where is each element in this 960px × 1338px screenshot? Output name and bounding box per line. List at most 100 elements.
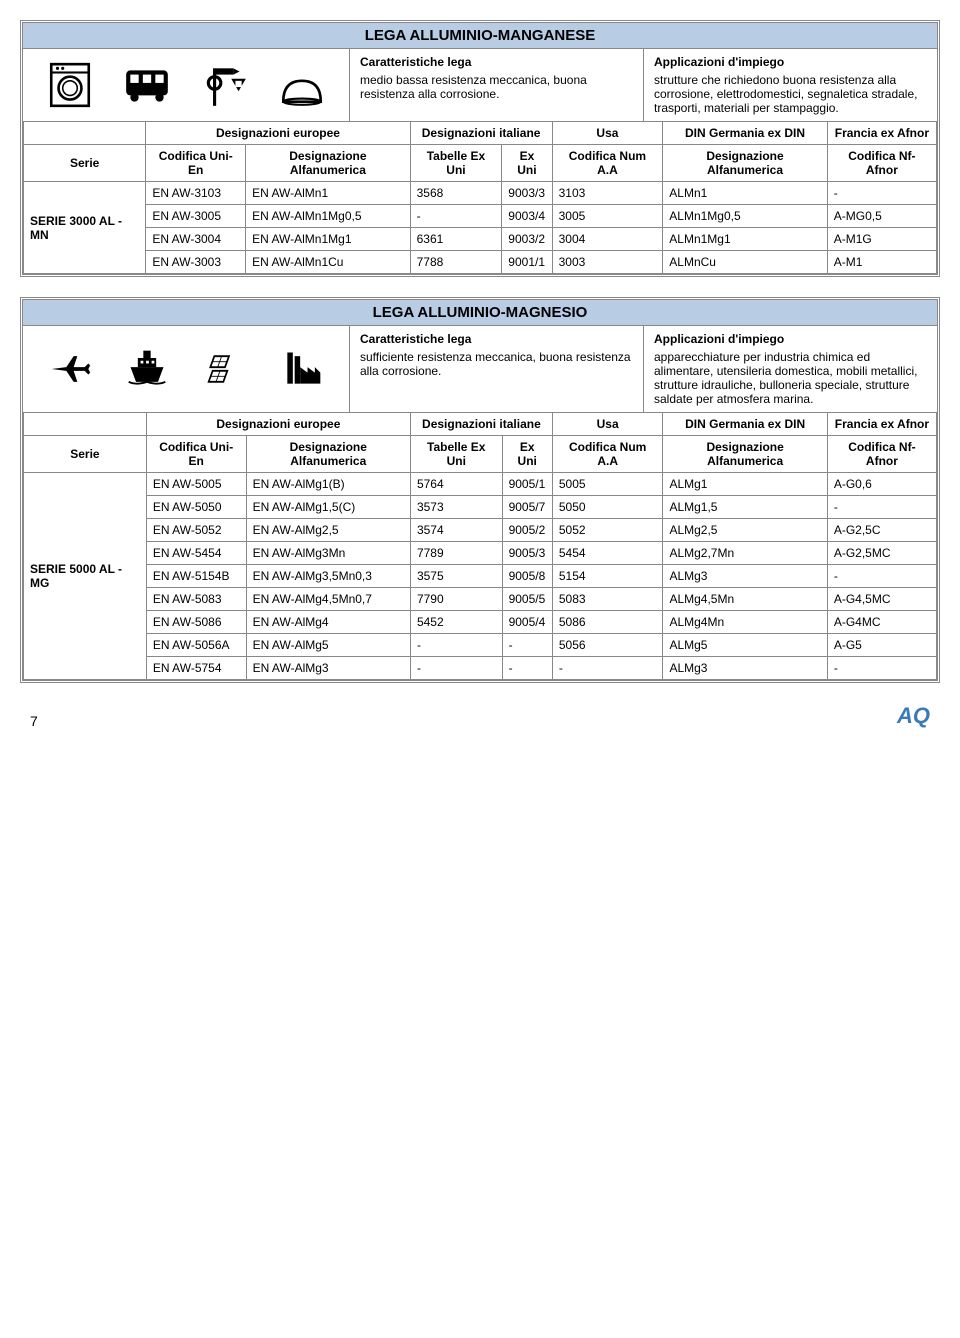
table-cell: ALMg5	[663, 634, 827, 657]
th-tab-exuni: Tabelle Ex Uni	[410, 145, 502, 182]
table-cell: ALMnCu	[663, 251, 828, 274]
table-cell: EN AW-AlMg4,5Mn0,7	[246, 588, 410, 611]
header-row-2: Serie Codifica Uni-En Designazione Alfan…	[24, 436, 937, 473]
table-cell: 5056	[552, 634, 663, 657]
char-head: Caratteristiche lega	[360, 55, 633, 69]
table-cell: EN AW-AlMg3Mn	[246, 542, 410, 565]
table-cell: 5050	[552, 496, 663, 519]
table-cell: -	[552, 657, 663, 680]
table-cell: 9005/8	[502, 565, 552, 588]
table-cell: EN AW-AlMg3,5Mn0,3	[246, 565, 410, 588]
table-cell: 7790	[410, 588, 502, 611]
table-cell: EN AW-AlMg3	[246, 657, 410, 680]
table-cell: EN AW-5154B	[146, 565, 246, 588]
th-cod-nfafnor: Codifica Nf-Afnor	[827, 145, 936, 182]
table-cell: EN AW-3005	[146, 205, 246, 228]
table-cell: EN AW-AlMg2,5	[246, 519, 410, 542]
char-text: sufficiente resistenza meccanica, buona …	[360, 350, 633, 378]
table-cell: EN AW-5056A	[146, 634, 246, 657]
section-al-mn: LEGA ALLUMINIO-MANGANESE Caratteristiche…	[20, 20, 940, 277]
page-footer: 7 AQ	[20, 703, 940, 729]
ship-icon	[125, 347, 169, 391]
table-cell: EN AW-5086	[146, 611, 246, 634]
table-cell: ALMn1Mg1	[663, 228, 828, 251]
section2-applications: Applicazioni d'impiego apparecchiature p…	[644, 326, 937, 412]
table-cell: 5764	[410, 473, 502, 496]
table-cell: ALMg3	[663, 657, 827, 680]
table-cell: ALMg1	[663, 473, 827, 496]
table-cell: 9005/3	[502, 542, 552, 565]
table-cell: EN AW-AlMn1Cu	[246, 251, 411, 274]
table-cell: EN AW-5052	[146, 519, 246, 542]
th-serie: Serie	[24, 145, 146, 182]
table-row: EN AW-3003EN AW-AlMn1Cu77889001/13003ALM…	[24, 251, 937, 274]
table-row: EN AW-3005EN AW-AlMn1Mg0,5-9003/43005ALM…	[24, 205, 937, 228]
table-cell: 9003/2	[502, 228, 552, 251]
th-usa: Usa	[552, 122, 663, 145]
table-cell: EN AW-5083	[146, 588, 246, 611]
section2-table: Designazioni europee Designazioni italia…	[23, 412, 937, 680]
table-cell: ALMg4Mn	[663, 611, 827, 634]
airplane-icon	[48, 347, 92, 391]
th-serie: Serie	[24, 436, 147, 473]
serie-cell: SERIE 3000 AL - MN	[24, 182, 146, 274]
table-cell: A-M1G	[827, 228, 936, 251]
table-cell: 9005/2	[502, 519, 552, 542]
table-cell: ALMg4,5Mn	[663, 588, 827, 611]
table-cell: 3568	[410, 182, 502, 205]
table-cell: EN AW-AlMn1Mg1	[246, 228, 411, 251]
table-cell: A-G2,5MC	[827, 542, 936, 565]
table-row: EN AW-5086EN AW-AlMg454529005/45086ALMg4…	[24, 611, 937, 634]
table-cell: 5154	[552, 565, 663, 588]
section2-info-row: Caratteristiche lega sufficiente resiste…	[23, 326, 937, 412]
table-cell: EN AW-5050	[146, 496, 246, 519]
table-cell: 9005/4	[502, 611, 552, 634]
app-head: Applicazioni d'impiego	[654, 332, 927, 346]
table-cell: A-M1	[827, 251, 936, 274]
table-cell: 9003/3	[502, 182, 552, 205]
washing-machine-icon	[45, 60, 95, 110]
table-cell: A-G4,5MC	[827, 588, 936, 611]
section1-applications: Applicazioni d'impiego strutture che ric…	[644, 49, 937, 121]
th-des-alfa1: Designazione Alfanumerica	[246, 145, 411, 182]
table-cell: 3573	[410, 496, 502, 519]
th-afnor: Francia ex Afnor	[827, 122, 936, 145]
th-des-alfa2: Designazione Alfanumerica	[663, 145, 828, 182]
table-cell: EN AW-AlMg1,5(C)	[246, 496, 410, 519]
section1-table: Designazioni europee Designazioni italia…	[23, 121, 937, 274]
header-row-1: Designazioni europee Designazioni italia…	[24, 413, 937, 436]
table-cell: 9005/7	[502, 496, 552, 519]
th-blank	[24, 122, 146, 145]
table-cell: -	[827, 496, 936, 519]
table-row: EN AW-3004EN AW-AlMn1Mg163619003/23004AL…	[24, 228, 937, 251]
table-cell: A-G4MC	[827, 611, 936, 634]
table-cell: EN AW-3004	[146, 228, 246, 251]
app-head: Applicazioni d'impiego	[654, 55, 927, 69]
section1-characteristics: Caratteristiche lega medio bassa resiste…	[350, 49, 644, 121]
table-row: EN AW-5056AEN AW-AlMg5--5056ALMg5A-G5	[24, 634, 937, 657]
header-row-2: Serie Codifica Uni-En Designazione Alfan…	[24, 145, 937, 182]
table-cell: ALMn1	[663, 182, 828, 205]
page-number: 7	[30, 713, 38, 729]
th-din: DIN Germania ex DIN	[663, 122, 828, 145]
th-blank	[24, 413, 147, 436]
section2-icons	[23, 326, 350, 412]
table-cell: ALMg3	[663, 565, 827, 588]
section1-tbody: SERIE 3000 AL - MNEN AW-3103EN AW-AlMn13…	[24, 182, 937, 274]
table-cell: 3005	[552, 205, 663, 228]
th-afnor: Francia ex Afnor	[827, 413, 936, 436]
table-row: EN AW-5050EN AW-AlMg1,5(C)35739005/75050…	[24, 496, 937, 519]
table-cell: 7788	[410, 251, 502, 274]
th-cod-unien: Codifica Uni-En	[146, 436, 246, 473]
table-row: SERIE 3000 AL - MNEN AW-3103EN AW-AlMn13…	[24, 182, 937, 205]
table-cell: 9005/1	[502, 473, 552, 496]
table-cell: -	[827, 657, 936, 680]
app-text: strutture che richiedono buona resistenz…	[654, 73, 927, 115]
th-din: DIN Germania ex DIN	[663, 413, 827, 436]
table-cell: 3103	[552, 182, 663, 205]
table-cell: -	[827, 565, 936, 588]
table-cell: 9001/1	[502, 251, 552, 274]
th-tab-exuni: Tabelle Ex Uni	[410, 436, 502, 473]
bus-icon	[122, 60, 172, 110]
th-des-alfa1: Designazione Alfanumerica	[246, 436, 410, 473]
